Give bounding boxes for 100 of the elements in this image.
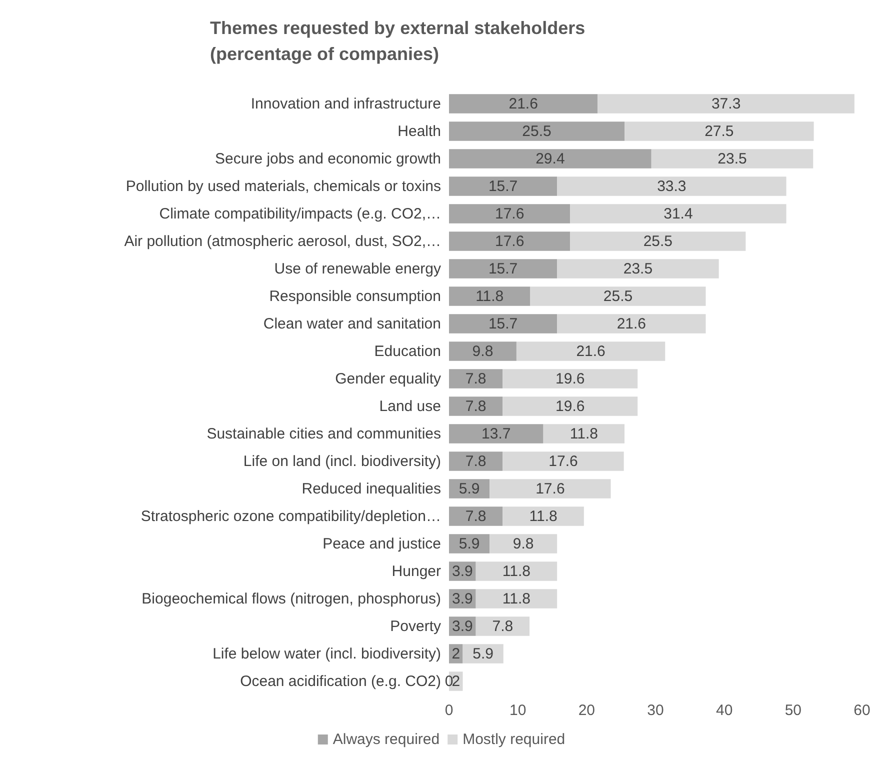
y-tick-label: Air pollution (atmospheric aerosol, dust, SO2,… bbox=[124, 232, 441, 250]
bar bbox=[449, 314, 558, 334]
y-tick-label: Pollution by used materials, chemicals or toxins bbox=[126, 178, 441, 195]
bar bbox=[449, 342, 516, 361]
data-label: 3.9 bbox=[452, 618, 473, 635]
data-label: 0 bbox=[444, 672, 454, 690]
x-tick-label: 20 bbox=[578, 702, 596, 719]
y-tick-label: Reduced inequalities bbox=[302, 480, 441, 498]
data-label: 9.8 bbox=[472, 342, 494, 360]
bar bbox=[449, 204, 570, 224]
data-label: 5.9 bbox=[472, 645, 494, 662]
bar bbox=[449, 122, 625, 141]
data-label: 2 bbox=[452, 672, 460, 690]
data-label: 17.6 bbox=[548, 452, 578, 470]
y-tick-label: Life below water (incl. biodiversity) bbox=[212, 645, 442, 662]
bar bbox=[449, 286, 530, 306]
bar bbox=[476, 562, 558, 581]
data-label: 15.7 bbox=[488, 178, 518, 195]
y-tick-label: Clean water and sanitation bbox=[263, 315, 441, 332]
data-label: 21.6 bbox=[576, 342, 606, 360]
bar bbox=[502, 452, 624, 471]
bar bbox=[570, 204, 786, 224]
bar bbox=[530, 286, 706, 306]
data-label: 25.5 bbox=[522, 122, 552, 140]
bar bbox=[449, 396, 503, 416]
data-label: 37.3 bbox=[711, 95, 741, 112]
bar bbox=[449, 94, 598, 114]
y-tick-label: Poverty bbox=[390, 618, 442, 635]
y-tick-label: Hunger bbox=[392, 562, 441, 580]
legend-label: Mostly required bbox=[462, 731, 566, 748]
bar bbox=[449, 176, 558, 196]
data-label: 3.9 bbox=[452, 590, 473, 608]
bar bbox=[557, 314, 706, 334]
y-tick-label: Sustainable cities and communities bbox=[206, 425, 441, 442]
bar bbox=[557, 176, 786, 196]
data-label: 7.8 bbox=[465, 508, 486, 525]
data-label: 31.4 bbox=[664, 205, 693, 222]
y-tick-label: Stratospheric ozone compatibility/depletion… bbox=[140, 508, 441, 525]
data-label: 11.8 bbox=[502, 562, 531, 580]
bar bbox=[449, 149, 652, 168]
data-label: 21.6 bbox=[616, 315, 646, 332]
bar bbox=[570, 232, 746, 251]
data-label: 17.6 bbox=[494, 232, 524, 250]
data-label: 9.8 bbox=[512, 535, 534, 552]
bar bbox=[651, 149, 814, 168]
bar bbox=[557, 259, 719, 278]
y-tick-label: Responsible consumption bbox=[269, 288, 441, 305]
x-tick-label: 30 bbox=[647, 702, 664, 719]
bar bbox=[476, 589, 558, 608]
bar bbox=[502, 396, 638, 416]
bar bbox=[449, 506, 503, 526]
data-label: 7.8 bbox=[492, 618, 514, 635]
y-tick-label: Innovation and infrastructure bbox=[250, 95, 441, 112]
data-label: 3.9 bbox=[452, 562, 473, 580]
bar bbox=[490, 479, 611, 498]
x-tick-label: 0 bbox=[444, 702, 454, 719]
bar bbox=[449, 369, 503, 388]
data-label: 11.8 bbox=[502, 590, 531, 608]
y-tick-label: Peace and justice bbox=[322, 535, 441, 552]
x-tick-label: 60 bbox=[854, 702, 870, 719]
bar bbox=[476, 616, 530, 636]
bar bbox=[502, 369, 638, 388]
data-label: 21.6 bbox=[508, 95, 538, 112]
data-label: 11.8 bbox=[476, 288, 504, 305]
data-label: 11.8 bbox=[570, 425, 598, 442]
data-label: 11.8 bbox=[529, 508, 558, 525]
data-label: 19.6 bbox=[556, 398, 585, 415]
y-tick-label: Secure jobs and economic growth bbox=[215, 150, 441, 168]
data-label: 15.7 bbox=[488, 315, 518, 332]
bar bbox=[543, 424, 625, 444]
bar bbox=[624, 122, 814, 141]
data-label: 7.8 bbox=[465, 452, 486, 470]
y-tick-label: Biogeochemical flows (nitrogen, phosphorus) bbox=[142, 590, 442, 608]
data-label: 2 bbox=[452, 645, 460, 662]
y-tick-label: Use of renewable energy bbox=[274, 260, 442, 278]
data-label: 17.6 bbox=[536, 480, 565, 498]
data-label: 17.6 bbox=[494, 205, 524, 222]
data-label: 13.7 bbox=[482, 425, 511, 442]
chart-title: Themes requested by external stakeholders (percentage of companies) bbox=[210, 18, 590, 64]
bar bbox=[598, 94, 854, 114]
data-label: 19.6 bbox=[556, 370, 585, 388]
data-label: 5.9 bbox=[458, 480, 480, 498]
bar bbox=[449, 424, 544, 444]
data-label: 25.5 bbox=[603, 288, 633, 305]
legend-label: Always required bbox=[332, 731, 440, 748]
bar bbox=[449, 232, 570, 251]
bar bbox=[449, 452, 503, 471]
data-label: 7.8 bbox=[465, 398, 486, 415]
data-label: 25.5 bbox=[643, 232, 673, 250]
data-label: 15.7 bbox=[488, 260, 518, 278]
x-tick-label: 10 bbox=[509, 702, 526, 719]
data-label: 29.4 bbox=[536, 150, 565, 168]
y-tick-label: Gender equality bbox=[335, 370, 442, 388]
data-label: 5.9 bbox=[458, 535, 480, 552]
y-tick-label: Climate compatibility/impacts (e.g. CO2,… bbox=[159, 205, 441, 222]
bar bbox=[490, 534, 558, 554]
y-tick-label: Land use bbox=[379, 398, 441, 415]
y-tick-label: Education bbox=[374, 342, 441, 360]
data-label: 23.5 bbox=[623, 260, 653, 278]
bar bbox=[449, 259, 558, 278]
